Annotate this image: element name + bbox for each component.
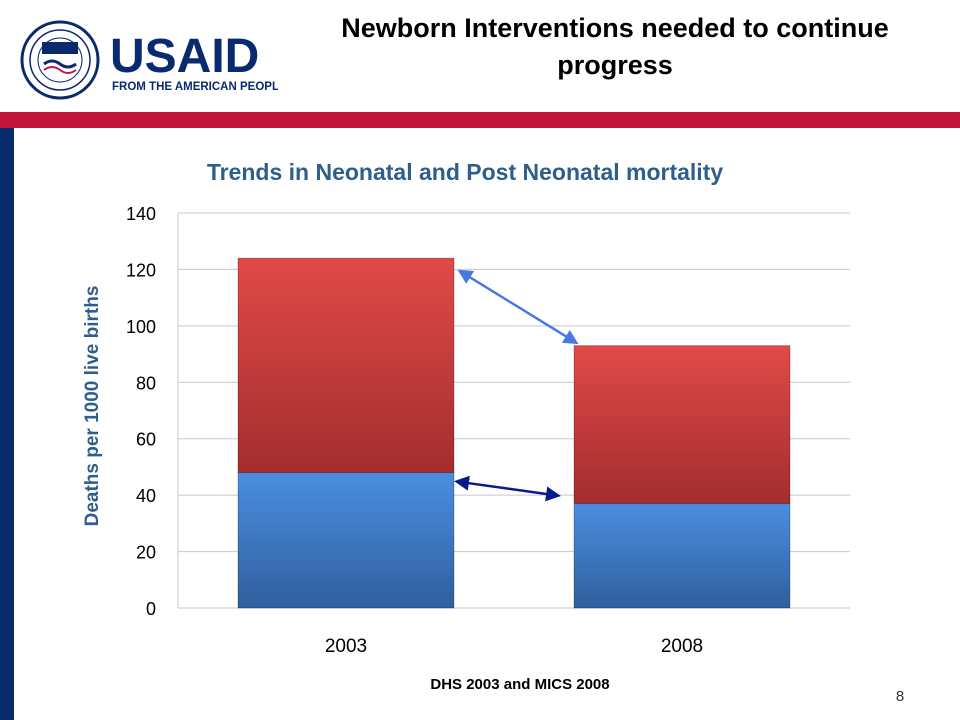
left-accent-bar [0, 112, 14, 720]
logo-tagline: FROM THE AMERICAN PEOPLE [112, 81, 278, 93]
bar-segment-lower-2003 [237, 472, 455, 609]
annotation-arrow-neonatal [454, 475, 561, 502]
y-axis-label: Deaths per 1000 live births [82, 286, 103, 527]
logo-wordmark: USAID [110, 30, 259, 83]
source-note: DHS 2003 and MICS 2008 [430, 676, 610, 693]
y-tick-label: 40 [136, 486, 156, 506]
x-tick-label: 2008 [661, 636, 703, 657]
annotation-arrow-total [457, 269, 579, 345]
y-tick-label: 100 [126, 317, 156, 337]
bar-segment-lower-2008 [573, 503, 791, 609]
y-tick-label: 0 [146, 599, 156, 619]
page-number: 8 [895, 688, 905, 705]
y-tick-label: 20 [136, 543, 156, 563]
chart-title: Trends in Neonatal and Post Neonatal mor… [207, 159, 724, 185]
usaid-logo: USAID FROM THE AMERICAN PEOPLE [20, 20, 278, 100]
usaid-seal-icon [20, 20, 100, 100]
y-tick-label: 140 [126, 204, 156, 224]
y-tick-label: 120 [126, 260, 156, 280]
header-red-band [0, 112, 960, 128]
slide-title: Newborn Interventions needed to continue… [341, 13, 889, 80]
bar-segment-upper-2003 [237, 257, 455, 474]
y-tick-label: 60 [136, 430, 156, 450]
y-tick-label: 80 [136, 373, 156, 393]
bar-segment-upper-2008 [573, 345, 791, 505]
x-tick-label: 2003 [325, 636, 367, 657]
